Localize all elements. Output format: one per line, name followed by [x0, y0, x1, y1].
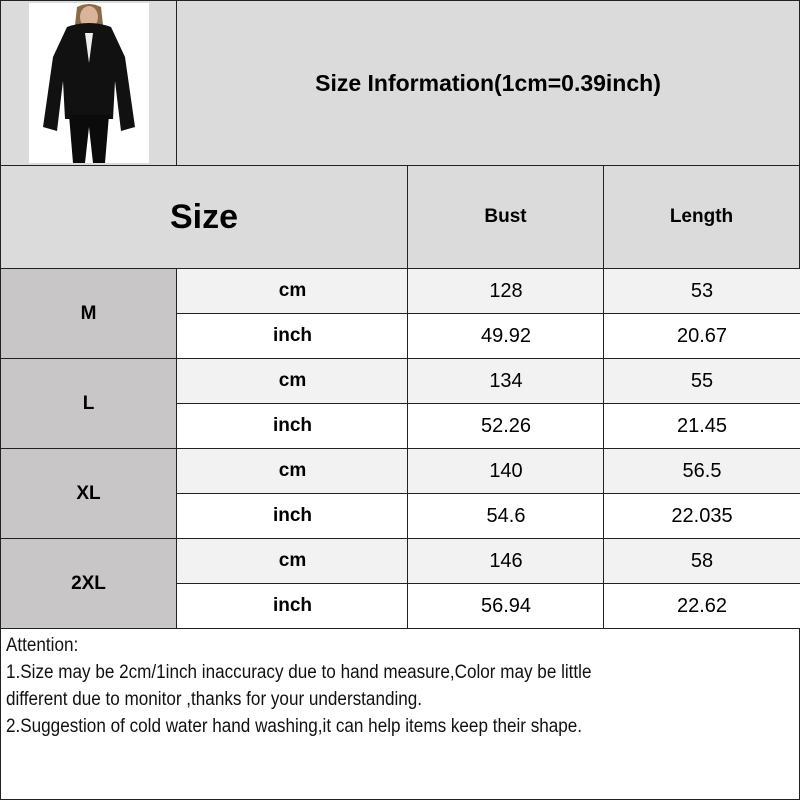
- size-label: XL: [0, 448, 177, 539]
- length-value: 53: [603, 268, 800, 314]
- size-label: M: [0, 268, 177, 359]
- bust-value: 49.92: [407, 313, 605, 359]
- attention-heading: Attention:: [6, 635, 79, 656]
- bust-value: 52.26: [407, 403, 605, 449]
- bust-value: 54.6: [407, 493, 605, 539]
- length-value: 20.67: [603, 313, 800, 359]
- length-header: Length: [603, 165, 800, 269]
- bust-value: 128: [407, 268, 605, 314]
- unit-label: cm: [176, 358, 409, 404]
- attention-line-1: 1.Size may be 2cm/1inch inaccuracy due t…: [6, 662, 592, 683]
- attention-notes: Attention: 1.Size may be 2cm/1inch inacc…: [0, 628, 800, 800]
- bust-header: Bust: [407, 165, 604, 269]
- length-value: 22.035: [603, 493, 800, 539]
- unit-label: inch: [176, 493, 409, 539]
- length-value: 55: [603, 358, 800, 404]
- bust-value: 134: [407, 358, 605, 404]
- product-photo: [28, 3, 149, 163]
- unit-label: cm: [176, 448, 409, 494]
- unit-label: inch: [176, 403, 409, 449]
- length-value: 21.45: [603, 403, 800, 449]
- bust-value: 140: [407, 448, 605, 494]
- attention-line-2: 2.Suggestion of cold water hand washing,…: [6, 716, 583, 737]
- length-value: 56.5: [603, 448, 800, 494]
- product-photo-cell: [0, 0, 177, 166]
- length-value: 58: [603, 538, 800, 584]
- length-value: 22.62: [603, 583, 800, 629]
- size-label: L: [0, 358, 177, 449]
- attention-line-1-cont: different due to monitor ,thanks for you…: [6, 689, 423, 710]
- bust-value: 56.94: [407, 583, 605, 629]
- unit-label: cm: [176, 538, 409, 584]
- unit-label: inch: [176, 313, 409, 359]
- bust-value: 146: [407, 538, 605, 584]
- unit-label: cm: [176, 268, 409, 314]
- unit-label: inch: [176, 583, 409, 629]
- size-header: Size: [0, 165, 408, 269]
- chart-title: Size Information(1cm=0.39inch): [176, 0, 800, 166]
- size-label: 2XL: [0, 538, 177, 629]
